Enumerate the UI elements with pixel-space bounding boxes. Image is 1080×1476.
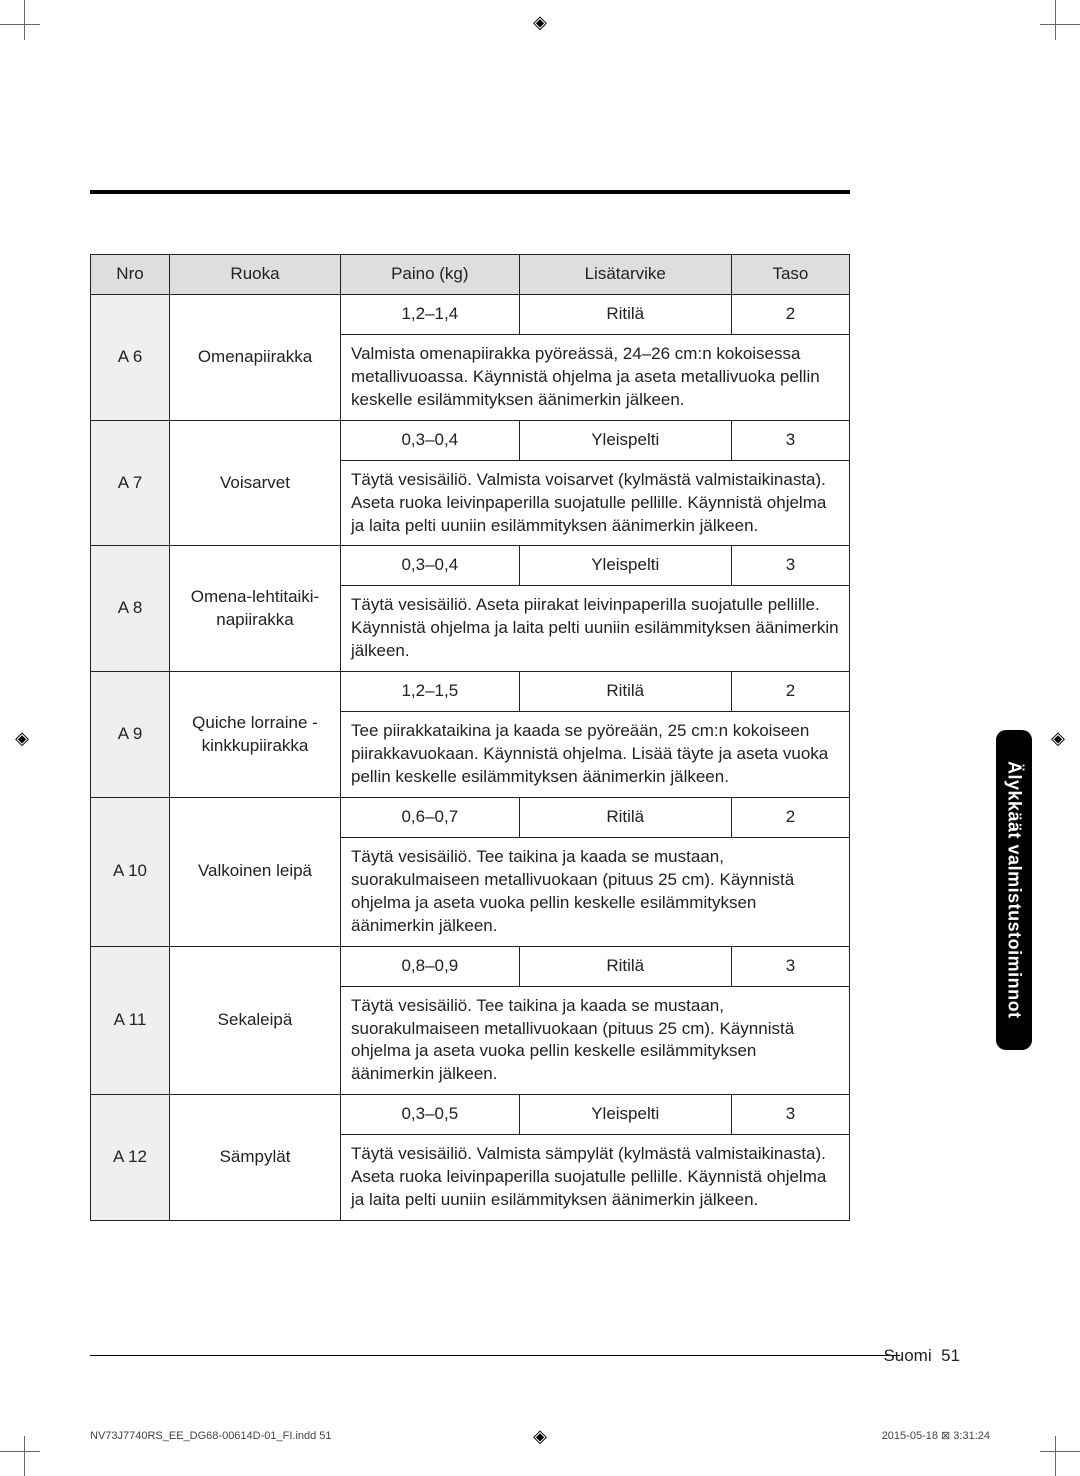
cell-instructions: Täytä vesisäiliö. Aseta piirakat leivinp… [341, 586, 850, 672]
cell-accessory: Ritilä [519, 294, 731, 334]
cell-level: 3 [731, 1095, 849, 1135]
cell-accessory: Ritilä [519, 672, 731, 712]
cell-weight: 0,3–0,4 [341, 420, 520, 460]
cell-level: 3 [731, 420, 849, 460]
registration-mark-icon: ◈ [530, 12, 550, 32]
crop-mark [24, 0, 25, 40]
cell-accessory: Ritilä [519, 946, 731, 986]
cell-nro: A 8 [91, 546, 170, 672]
footer-language: Suomi [883, 1346, 931, 1365]
crop-mark [1040, 1451, 1080, 1452]
section-rule [90, 190, 850, 194]
crop-mark [1040, 24, 1080, 25]
cell-nro: A 9 [91, 672, 170, 798]
table-row: A 12 Sämpylät 0,3–0,5 Yleispelti 3 [91, 1095, 850, 1135]
cell-weight: 1,2–1,5 [341, 672, 520, 712]
table-row: A 10 Valkoinen leipä 0,6–0,7 Ritilä 2 [91, 797, 850, 837]
col-nro: Nro [91, 255, 170, 295]
col-level: Taso [731, 255, 849, 295]
table-row: A 6 Omenapiirakka 1,2–1,4 Ritilä 2 [91, 294, 850, 334]
section-tab: Älykkäät valmistustoiminnot [996, 730, 1032, 1050]
cell-instructions: Tee piirakkataikina ja kaada se pyöreään… [341, 712, 850, 798]
cell-accessory: Yleispelti [519, 1095, 731, 1135]
cooking-table: Nro Ruoka Paino (kg) Lisätarvike Taso A … [90, 254, 850, 1221]
cell-food: Valkoinen leipä [170, 797, 341, 946]
cell-nro: A 6 [91, 294, 170, 420]
col-food: Ruoka [170, 255, 341, 295]
footer-page-number: 51 [941, 1346, 960, 1365]
cell-nro: A 11 [91, 946, 170, 1095]
cell-instructions: Täytä vesisäiliö. Valmista voisarvet (ky… [341, 460, 850, 546]
crop-mark [1055, 0, 1056, 40]
cell-weight: 1,2–1,4 [341, 294, 520, 334]
crop-mark [1055, 1436, 1056, 1476]
crop-mark [0, 24, 40, 25]
col-accessory: Lisätarvike [519, 255, 731, 295]
cell-nro: A 12 [91, 1095, 170, 1221]
cell-level: 3 [731, 546, 849, 586]
imprint-left: NV73J7740RS_EE_DG68-00614D-01_FI.indd 51 [90, 1430, 332, 1442]
cell-instructions: Täytä vesisäiliö. Tee taikina ja kaada s… [341, 837, 850, 946]
registration-mark-icon: ◈ [1048, 728, 1068, 748]
page: ◈ ◈ ◈ ◈ Nro Ruoka Paino (kg) Lisätarvike… [0, 0, 1080, 1476]
table-row: A 8 Omena-lehtitaiki-napiirakka 0,3–0,4 … [91, 546, 850, 586]
footer: Suomi 51 [883, 1346, 960, 1366]
cell-accessory: Yleispelti [519, 546, 731, 586]
cell-food: Omena-lehtitaiki-napiirakka [170, 546, 341, 672]
registration-mark-icon: ◈ [12, 728, 32, 748]
section-tab-label: Älykkäät valmistustoiminnot [1004, 761, 1025, 1019]
cell-weight: 0,3–0,5 [341, 1095, 520, 1135]
cell-food: Voisarvet [170, 420, 341, 546]
cell-food: Sämpylät [170, 1095, 341, 1221]
table-header-row: Nro Ruoka Paino (kg) Lisätarvike Taso [91, 255, 850, 295]
cell-weight: 0,6–0,7 [341, 797, 520, 837]
registration-mark-icon: ◈ [530, 1426, 550, 1446]
imprint-right: 2015-05-18 ⊠ 3:31:24 [882, 1429, 990, 1442]
cell-weight: 0,8–0,9 [341, 946, 520, 986]
crop-mark [0, 1451, 40, 1452]
cell-food: Quiche lorraine -kinkkupiirakka [170, 672, 341, 798]
cell-level: 3 [731, 946, 849, 986]
cell-weight: 0,3–0,4 [341, 546, 520, 586]
cell-accessory: Ritilä [519, 797, 731, 837]
cell-instructions: Valmista omenapiirakka pyöreässä, 24–26 … [341, 334, 850, 420]
cell-nro: A 10 [91, 797, 170, 946]
cell-level: 2 [731, 672, 849, 712]
crop-mark [24, 1436, 25, 1476]
col-weight: Paino (kg) [341, 255, 520, 295]
cell-food: Sekaleipä [170, 946, 341, 1095]
footer-rule [90, 1355, 900, 1356]
cell-instructions: Täytä vesisäiliö. Tee taikina ja kaada s… [341, 986, 850, 1095]
table-row: A 9 Quiche lorraine -kinkkupiirakka 1,2–… [91, 672, 850, 712]
cell-level: 2 [731, 797, 849, 837]
cell-nro: A 7 [91, 420, 170, 546]
table-row: A 7 Voisarvet 0,3–0,4 Yleispelti 3 [91, 420, 850, 460]
table-row: A 11 Sekaleipä 0,8–0,9 Ritilä 3 [91, 946, 850, 986]
cell-instructions: Täytä vesisäiliö. Valmista sämpylät (kyl… [341, 1135, 850, 1221]
cell-food: Omenapiirakka [170, 294, 341, 420]
cell-accessory: Yleispelti [519, 420, 731, 460]
cell-level: 2 [731, 294, 849, 334]
